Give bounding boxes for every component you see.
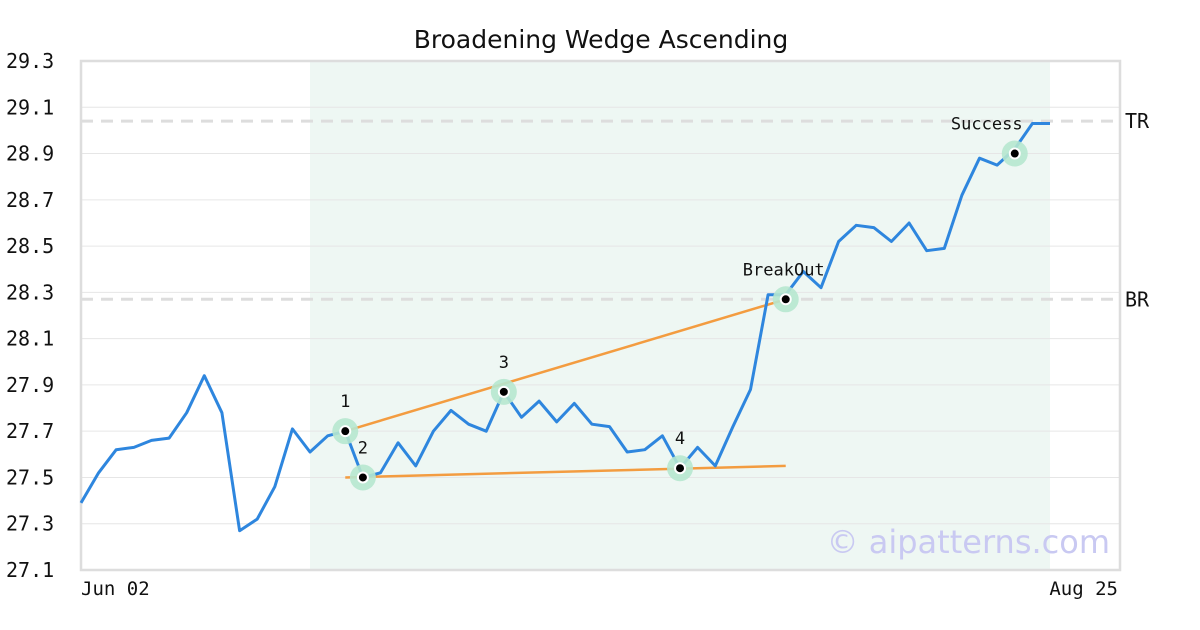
pattern-shade [310,61,1050,570]
pattern-point [356,471,369,484]
x-tick-label: Jun 02 [81,578,150,600]
y-tick-label: 27.1 [6,558,54,582]
trendline [344,298,787,433]
y-tick-label: 27.9 [6,373,54,397]
trendline [345,464,786,479]
pattern-point-label: 4 [675,429,685,449]
y-tick-label: 27.3 [6,512,54,536]
level-lines: TR BR [81,109,1150,311]
pattern-point-label: 1 [340,392,350,412]
pattern-point [339,425,352,438]
x-axis-ticks: Jun 02 Aug 25 [81,578,1118,600]
pattern-point [674,462,687,475]
y-axis-ticks: 27.1 27.3 27.5 27.7 27.9 28.1 28.3 28.5 28.7 28.9… [6,49,54,582]
pattern-point [1008,147,1021,160]
chart-title: Broadening Wedge Ascending [414,25,789,54]
y-tick-label: 28.7 [6,188,54,212]
pattern-point-label: 2 [358,438,368,458]
x-tick-label: Aug 25 [1049,578,1118,600]
y-tick-label: 29.3 [6,49,54,73]
level-label: BR [1125,287,1150,311]
watermark: © aipatterns.com [827,523,1110,561]
pattern-point-label: 3 [499,353,509,373]
pattern-point [779,293,792,306]
y-tick-label: 28.9 [6,142,54,166]
pattern-point [497,385,510,398]
y-tick-label: 27.7 [6,419,54,443]
y-tick-label: 28.3 [6,280,54,304]
y-tick-label: 29.1 [6,95,54,119]
level-label: TR [1125,109,1150,133]
wedge-trendlines [344,298,787,479]
y-tick-label: 28.5 [6,234,54,258]
y-tick-label: 28.1 [6,327,54,351]
pattern-point-label: BreakOut [743,260,825,280]
price-line [79,122,1050,533]
plot-frame [79,59,1122,572]
pattern-points: 1 2 3 4 BreakOut Success [332,115,1028,491]
pattern-point-label: Success [951,115,1023,135]
y-tick-label: 27.5 [6,465,54,489]
